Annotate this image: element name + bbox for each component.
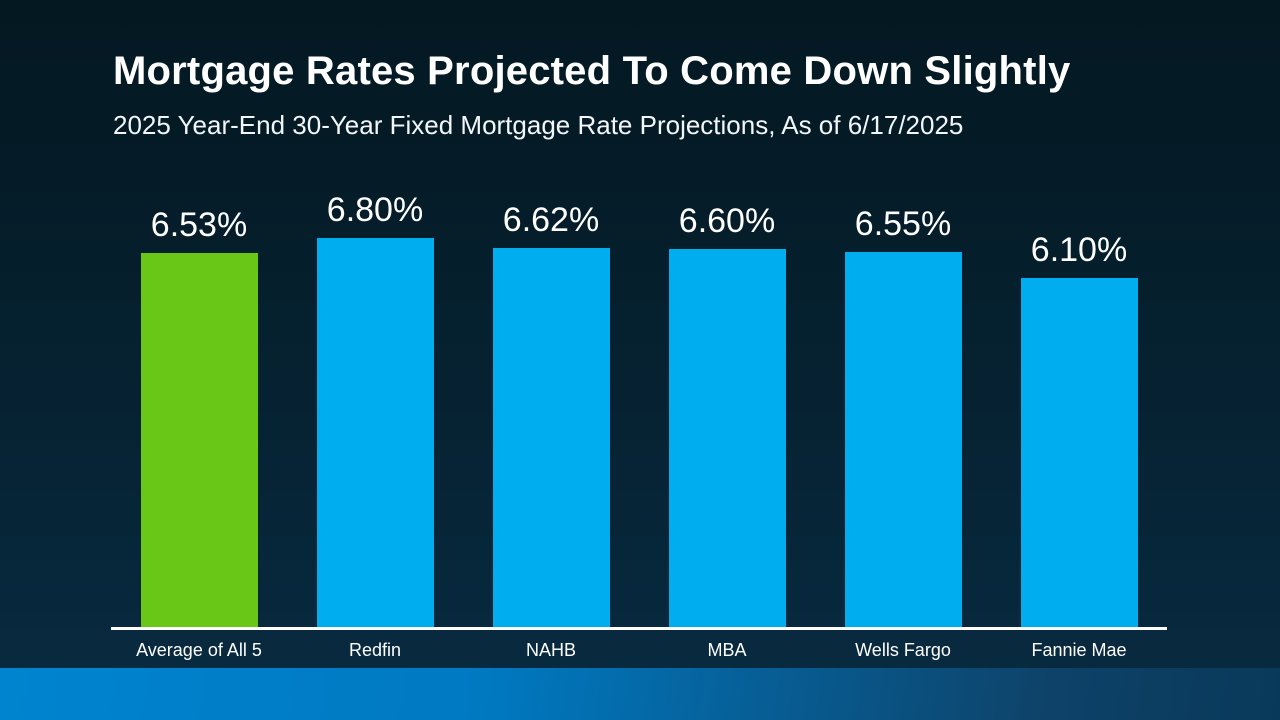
bar-value-label: 6.53% xyxy=(150,206,248,244)
bars-row: 6.53% 6.80% 6.62% 6.60% 6.55% 6.10% xyxy=(111,180,1167,628)
bar-column: 6.55% xyxy=(815,180,991,628)
bar-category-label: Average of All 5 xyxy=(136,640,262,660)
bar xyxy=(1020,278,1138,628)
slide-header: Mortgage Rates Projected To Come Down Sl… xyxy=(113,48,1193,141)
bar xyxy=(844,252,962,628)
bar-category-label: MBA xyxy=(707,640,747,660)
bar-value-label: 6.55% xyxy=(854,205,952,243)
bar-column: 6.53% xyxy=(111,180,287,628)
bar-category-label: Wells Fargo xyxy=(855,640,951,660)
bar-column: 6.10% xyxy=(991,180,1167,628)
bar-value-label: 6.62% xyxy=(502,201,600,239)
bar xyxy=(492,248,610,628)
slide-title: Mortgage Rates Projected To Come Down Sl… xyxy=(113,49,1071,93)
bar-column: 6.62% xyxy=(463,180,639,628)
category-row: Average of All 5 Redfin NAHB MBA Wells Fargo… xyxy=(111,640,1167,661)
bar xyxy=(668,249,786,628)
bar-column: 6.80% xyxy=(287,180,463,628)
footer-accent-strip xyxy=(0,668,1280,720)
bar-category-label: Fannie Mae xyxy=(1031,640,1127,660)
bar xyxy=(316,238,434,628)
bar-value-label: 6.80% xyxy=(326,191,424,229)
bar-value-label: 6.10% xyxy=(1030,231,1128,269)
x-axis-baseline xyxy=(111,627,1167,630)
bar xyxy=(140,253,258,628)
bar-column: 6.60% xyxy=(639,180,815,628)
bar-category-label: Redfin xyxy=(348,640,402,660)
bar-value-label: 6.60% xyxy=(678,202,776,240)
slide-subtitle: 2025 Year-End 30-Year Fixed Mortgage Rat… xyxy=(113,110,964,140)
bar-category-label: NAHB xyxy=(525,640,576,660)
